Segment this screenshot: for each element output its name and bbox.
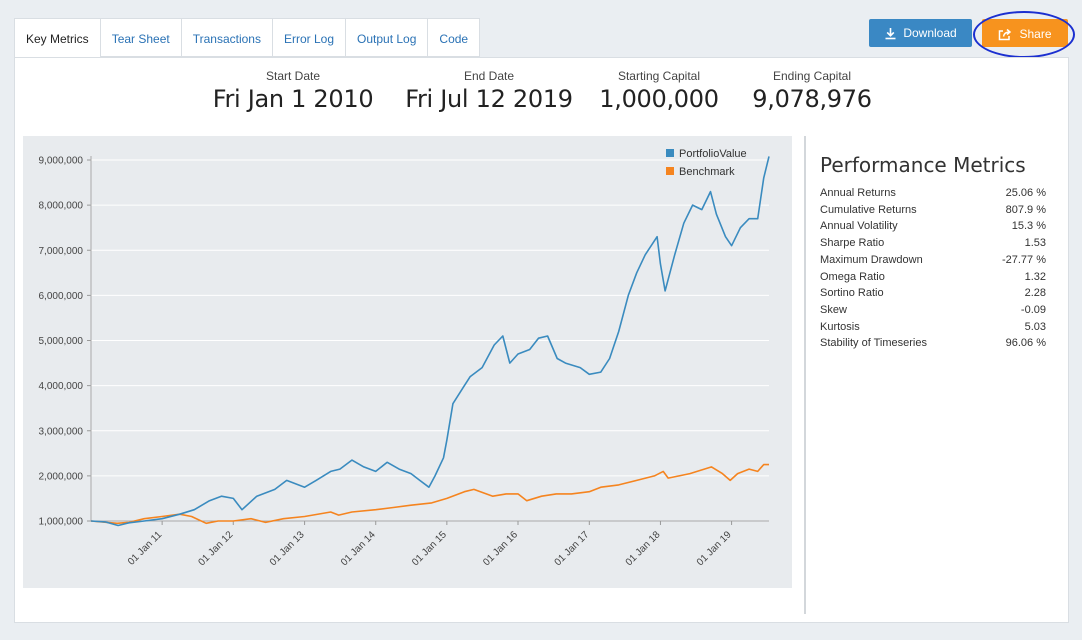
chart-legend: PortfolioValue Benchmark [666,148,747,178]
stat-value: Fri Jul 12 2019 [405,85,573,113]
download-icon [885,27,896,39]
legend-swatch [666,167,674,175]
metric-value: 15.3 % [1011,220,1046,233]
metric-label: Sharpe Ratio [820,237,885,250]
x-tick-label: 01 Jan 17 [553,529,592,568]
metric-row: Cumulative Returns 807.9 % [820,202,1046,219]
y-tick-label: 5,000,000 [39,336,84,347]
metric-label: Skew [820,303,847,316]
metric-label: Annual Volatility [820,220,898,233]
metric-row: Annual Volatility 15.3 % [820,218,1046,235]
x-tick-label: 01 Jan 19 [695,529,734,568]
stat-value: 9,078,976 [752,85,872,113]
y-tick-label: 4,000,000 [39,381,84,392]
chart-series [90,156,770,527]
metric-value: 5.03 [1024,320,1046,333]
tab-code[interactable]: Code [428,18,481,57]
tab-tear-sheet[interactable]: Tear Sheet [100,18,182,57]
stat-label: Ending Capital [772,69,852,83]
legend-label: PortfolioValue [679,148,747,160]
metric-value: 807.9 % [1005,203,1046,216]
metric-value: 96.06 % [1005,337,1046,350]
share-label: Share [1019,27,1052,41]
portfolio-chart: 1,000,000 2,000,000 3,000,000 4,000,000 5,00… [23,136,792,588]
legend-label: Benchmark [679,166,735,178]
chart-grid [91,159,769,522]
x-tick-label: 01 Jan 18 [624,529,663,568]
metric-row: Omega Ratio 1.32 [820,269,1046,286]
y-tick-label: 6,000,000 [39,291,84,302]
metric-row: Stability of Timeseries 96.06 % [820,335,1046,352]
tab-key-metrics[interactable]: Key Metrics [14,18,101,59]
x-tick-label: 01 Jan 11 [126,529,165,568]
tab-bar: Key Metrics Tear Sheet Transactions Erro… [14,18,481,59]
metric-value: 1.53 [1024,237,1046,250]
stat-label: Start Date [265,69,321,83]
metrics-list: Annual Returns 25.06 % Cumulative Returns 8… [820,185,1046,352]
y-tick-label: 8,000,000 [39,201,84,212]
legend-swatch [666,149,674,157]
stat-start-date: Start Date Fri Jan 1 2010 [193,69,393,113]
metric-label: Kurtosis [820,320,860,333]
key-metrics-panel: Start Date Fri Jan 1 2010 End Date Fri J… [14,57,1069,623]
download-label: Download [903,26,957,40]
stat-label: Starting Capital [617,69,701,83]
stat-label: End Date [463,69,515,83]
x-tick-label: 01 Jan 14 [339,529,378,568]
metric-value: 2.28 [1024,287,1046,300]
metrics-title: Performance Metrics [820,153,1026,177]
metric-row: Maximum Drawdown -27.77 % [820,252,1046,269]
metric-row: Kurtosis 5.03 [820,319,1046,336]
metric-row: Annual Returns 25.06 % [820,185,1046,202]
stat-value: 1,000,000 [599,85,719,113]
y-axis: 1,000,000 2,000,000 3,000,000 4,000,000 5,00… [39,156,92,528]
download-button[interactable]: Download [869,19,972,47]
stat-value: Fri Jan 1 2010 [212,85,374,113]
share-icon [999,28,1012,40]
metric-label: Cumulative Returns [820,203,917,216]
tab-output-log[interactable]: Output Log [346,18,429,57]
y-tick-label: 3,000,000 [39,426,84,437]
tab-transactions[interactable]: Transactions [181,18,273,57]
x-tick-label: 01 Jan 15 [410,529,449,568]
x-tick-label: 01 Jan 16 [481,529,520,568]
panel-divider [804,136,806,614]
metric-value: -27.77 % [1001,253,1046,266]
metric-label: Annual Returns [820,187,896,199]
metric-row: Skew -0.09 [820,302,1046,319]
stat-ending-capital: Ending Capital 9,078,976 [727,69,897,113]
y-tick-label: 9,000,000 [39,156,84,167]
y-tick-label: 7,000,000 [39,246,84,257]
x-tick-label: 01 Jan 12 [197,529,236,568]
stat-end-date: End Date Fri Jul 12 2019 [389,69,589,113]
portfolio-chart-svg: 1,000,000 2,000,000 3,000,000 4,000,000 5,00… [39,148,770,568]
stat-starting-capital: Starting Capital 1,000,000 [574,69,744,113]
metric-label: Omega Ratio [820,270,885,283]
y-tick-label: 1,000,000 [39,517,84,528]
metric-value: 25.06 % [1005,187,1046,199]
y-tick-label: 2,000,000 [39,471,84,482]
share-button[interactable]: Share [982,19,1068,47]
series-line-portfoliovalue [90,156,770,527]
x-axis: 01 Jan 11 01 Jan 12 01 Jan 13 01 Jan 14 01 J… [91,520,769,568]
metric-value: 1.32 [1024,270,1046,283]
series-line-benchmark [90,463,769,525]
x-tick-label: 01 Jan 13 [268,529,307,568]
tab-error-log[interactable]: Error Log [272,18,347,57]
metric-label: Stability of Timeseries [820,337,927,350]
metric-value: -0.09 [1020,303,1046,316]
metric-label: Sortino Ratio [820,287,884,300]
performance-metrics: Performance Metrics Annual Returns 25.06 … [820,153,1046,352]
metric-row: Sharpe Ratio 1.53 [820,235,1046,252]
metric-label: Maximum Drawdown [820,253,923,266]
metric-row: Sortino Ratio 2.28 [820,285,1046,302]
